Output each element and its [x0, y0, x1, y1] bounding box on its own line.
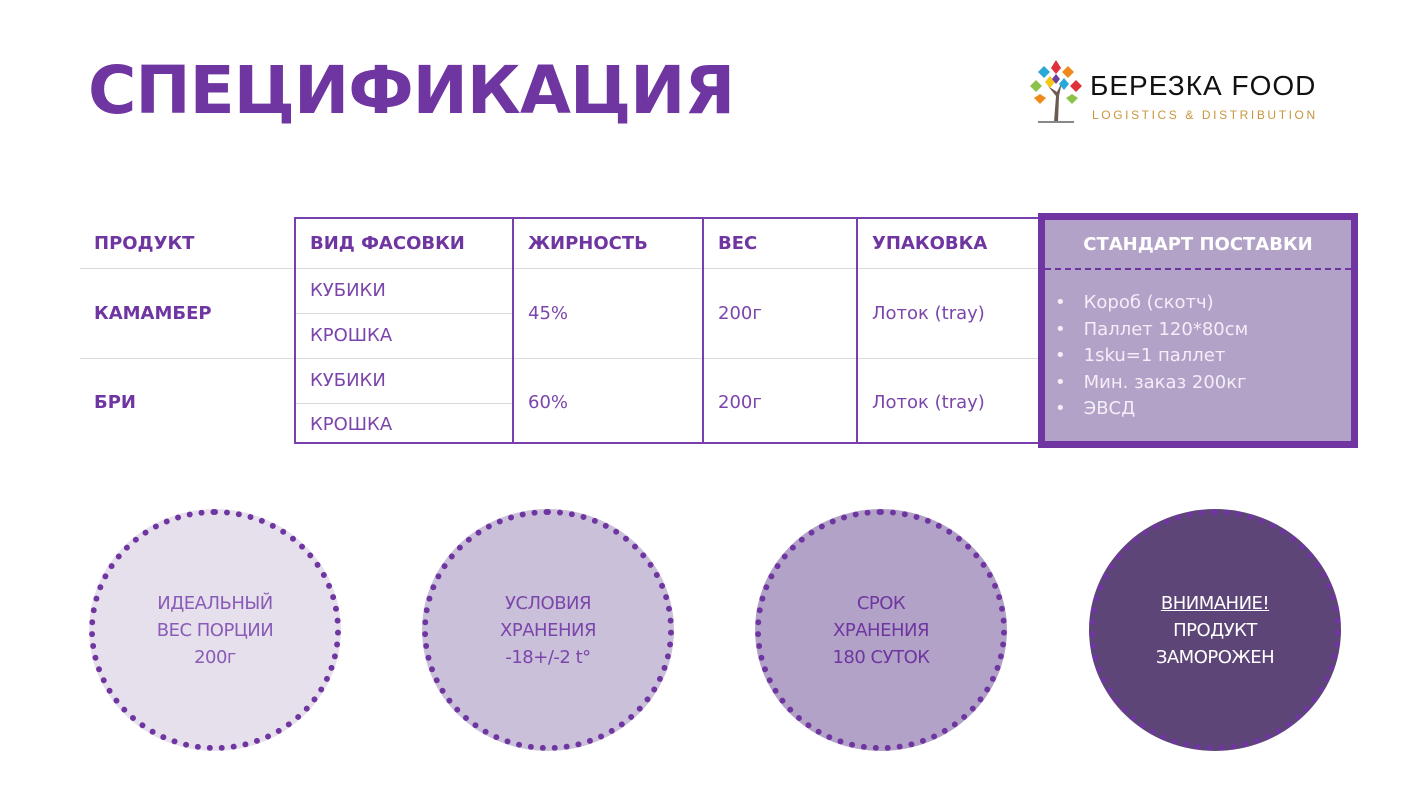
divider: [295, 217, 1040, 219]
pack-type: КУБИКИ: [310, 280, 386, 301]
circle-line: УСЛОВИЯ: [504, 592, 592, 614]
product-brie: БРИ: [94, 391, 136, 413]
divider: [856, 217, 858, 444]
circle-line: ПРОДУКТ: [1173, 619, 1257, 641]
circle-line: ХРАНЕНИЯ: [833, 619, 929, 641]
pack-type: КРОШКА: [310, 414, 393, 435]
logo-tagline: LOGISTICS & DISTRIBUTION: [1092, 108, 1318, 122]
circle-line: ВЕС ПОРЦИИ: [156, 619, 274, 641]
divider: [296, 403, 513, 404]
standard-item: 1sku=1 паллет: [1055, 343, 1351, 370]
shelf-life-circle: СРОК ХРАНЕНИЯ 180 СУТОК: [755, 509, 1007, 751]
header-packaging: УПАКОВКА: [872, 232, 988, 254]
page-title: СПЕЦИФИКАЦИЯ: [88, 52, 735, 129]
delivery-standard-title: СТАНДАРТ ПОСТАВКИ: [1045, 220, 1351, 270]
pack-type: КУБИКИ: [310, 370, 386, 391]
frozen-warning-circle: ВНИМАНИЕ! ПРОДУКТ ЗАМОРОЖЕН: [1089, 509, 1341, 751]
divider: [702, 217, 704, 444]
circle-line: ХРАНЕНИЯ: [500, 619, 596, 641]
divider: [294, 217, 296, 444]
ideal-weight-circle: ИДЕАЛЬНЫЙ ВЕС ПОРЦИИ 200г: [89, 509, 341, 751]
header-pack-type: ВИД ФАСОВКИ: [310, 232, 465, 254]
pack-type: КРОШКА: [310, 325, 393, 346]
fat-value: 45%: [528, 302, 569, 324]
tree-logo-icon: [1030, 60, 1082, 123]
packaging-value: Лоток (tray): [872, 302, 985, 324]
header-product: ПРОДУКТ: [94, 232, 195, 254]
standard-item: ЭВСД: [1055, 396, 1351, 423]
header-fat: ЖИРНОСТЬ: [528, 232, 648, 254]
storage-conditions-circle: УСЛОВИЯ ХРАНЕНИЯ -18+/-2 t°: [422, 509, 674, 751]
circle-line: ЗАМОРОЖЕН: [1155, 646, 1275, 668]
logo-name: БЕРЕЗКА FOOD: [1090, 70, 1317, 101]
circle-line: 180 СУТОК: [832, 646, 930, 668]
divider: [80, 268, 1040, 269]
header-weight: ВЕС: [718, 232, 758, 254]
logo: БЕРЕЗКА FOOD LOGISTICS & DISTRIBUTION: [1028, 58, 1328, 124]
standard-item: Короб (скотч): [1055, 290, 1351, 317]
standard-item: Паллет 120*80см: [1055, 317, 1351, 344]
packaging-value: Лоток (tray): [872, 391, 985, 413]
circle-line: ИДЕАЛЬНЫЙ: [157, 592, 273, 614]
fat-value: 60%: [528, 391, 569, 413]
weight-value: 200г: [718, 302, 762, 324]
divider: [295, 442, 1040, 444]
product-camembert: КАМАМБЕР: [94, 302, 212, 324]
circle-line: 200г: [194, 646, 236, 668]
divider: [80, 358, 1040, 359]
circle-line: -18+/-2 t°: [505, 646, 591, 668]
divider: [512, 217, 514, 444]
standard-item: Мин. заказ 200кг: [1055, 370, 1351, 397]
divider: [296, 313, 513, 314]
delivery-standard-box: СТАНДАРТ ПОСТАВКИ Короб (скотч) Паллет 1…: [1038, 213, 1358, 448]
circle-line: СРОК: [856, 592, 906, 614]
weight-value: 200г: [718, 391, 762, 413]
warning-label: ВНИМАНИЕ!: [1160, 592, 1270, 614]
